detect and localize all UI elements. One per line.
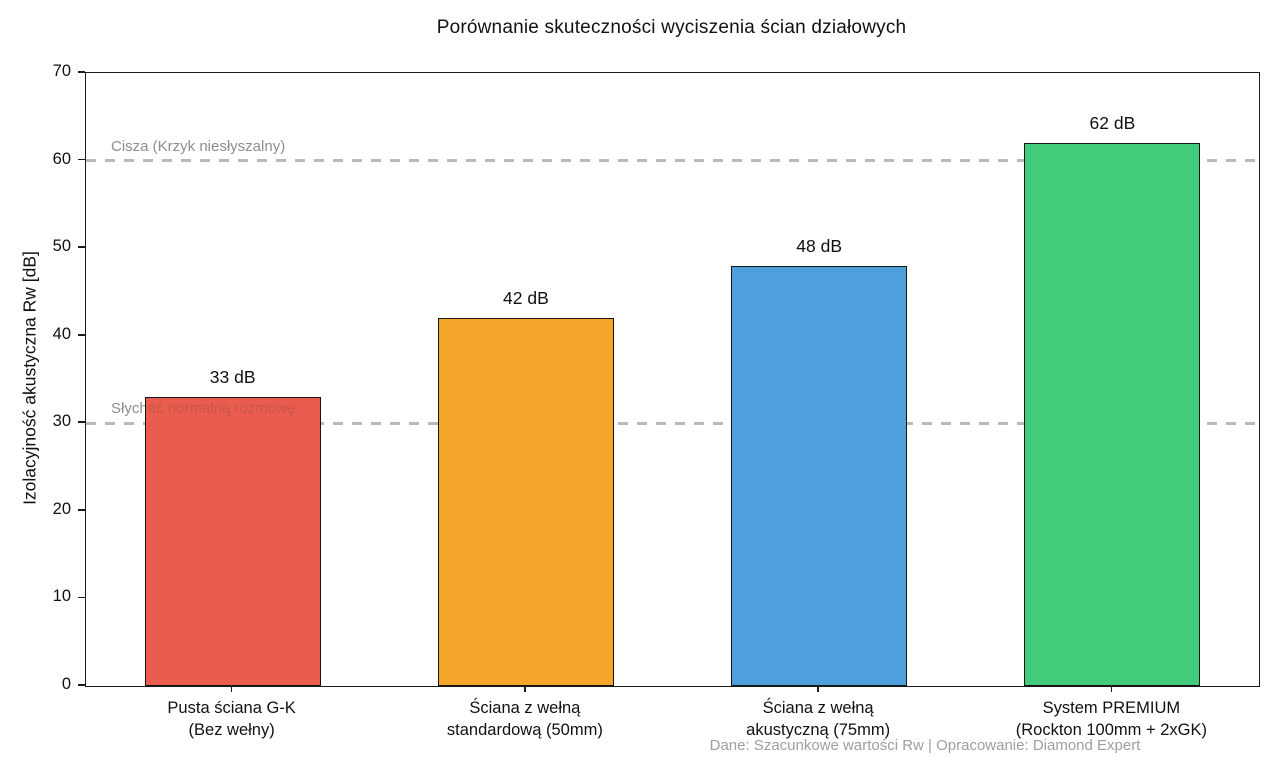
- y-tick-label-30: 30: [52, 412, 71, 431]
- bar-2: [731, 265, 908, 686]
- y-axis-label: Izolacyjność akustyczna Rw [dB]: [19, 251, 40, 505]
- bar-value-0: 33 dB: [209, 367, 256, 388]
- y-tick-mark-0: [78, 684, 85, 686]
- reference-label-overlay-30: Słychać normalną rozmowę: [111, 400, 296, 418]
- bar-3: [1024, 143, 1201, 686]
- reference-line-30: [86, 422, 1259, 425]
- x-tick-label-1: Ściana z wełną standardową (50mm): [446, 699, 603, 739]
- x-tick-label-3: System PREMIUM (Rockton 100mm + 2xGK): [1015, 699, 1207, 739]
- y-tick-mark-60: [78, 158, 85, 161]
- bar-value-1: 42 dB: [503, 288, 549, 309]
- bar-value-3: 62 dB: [1089, 113, 1136, 134]
- bar-0: [144, 397, 321, 686]
- bar-1: [437, 318, 614, 686]
- x-tick-mark-3: [1110, 685, 1113, 692]
- x-tick-mark-2: [817, 685, 819, 692]
- y-tick-label-0: 0: [61, 675, 71, 693]
- reference-line-60: [86, 159, 1259, 162]
- y-tick-mark-10: [78, 596, 85, 599]
- reference-label-60: Cisza (Krzyk niesłyszalny): [111, 137, 286, 155]
- y-tick-label-20: 20: [52, 499, 71, 518]
- y-tick-label-40: 40: [52, 324, 71, 343]
- chart-title: Porównanie skuteczności wyciszenia ścian…: [436, 17, 907, 38]
- y-tick-mark-50: [78, 246, 85, 248]
- y-tick-label-60: 60: [52, 149, 71, 168]
- y-tick-label-10: 10: [52, 587, 71, 606]
- plot-area: Cisza (Krzyk niesłyszalny) Cisza (Krzyk n…: [85, 72, 1260, 687]
- y-tick-mark-20: [78, 509, 85, 511]
- reference-label-overlay-60: Cisza (Krzyk niesłyszalny): [111, 137, 286, 155]
- y-tick-mark-30: [78, 421, 85, 424]
- y-tick-label-50: 50: [52, 237, 71, 256]
- source-note: Dane: Szacunkowe wartości Rw | Opracowan…: [709, 737, 1141, 754]
- x-tick-mark-1: [524, 685, 526, 692]
- y-tick-mark-40: [78, 333, 85, 336]
- bar-value-2: 48 dB: [796, 235, 842, 256]
- x-tick-mark-0: [230, 685, 233, 692]
- y-tick-label-70: 70: [52, 62, 71, 80]
- x-tick-label-2: Ściana z wełną akustyczną (75mm): [746, 699, 891, 739]
- x-tick-label-0: Pusta ściana G-K (Bez wełny): [167, 699, 296, 739]
- y-tick-mark-70: [78, 71, 85, 73]
